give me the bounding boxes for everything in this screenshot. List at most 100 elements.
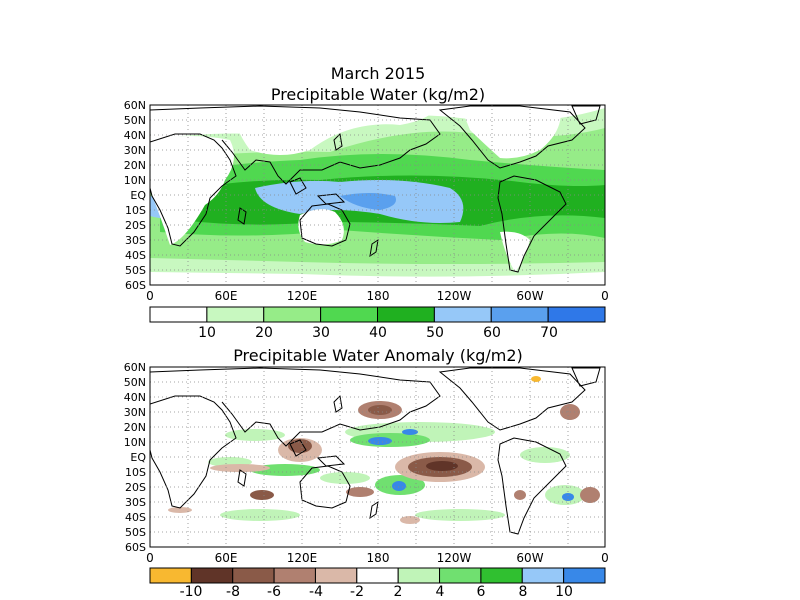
- top-coast-australia: [299, 203, 351, 247]
- bottom-lat-label: 50N: [124, 376, 146, 389]
- bottom-lat-label: 50S: [125, 526, 146, 539]
- bottom-coast-borneo: [289, 439, 307, 457]
- top-coastlines: [150, 105, 601, 273]
- bottom-coast-madagascar: [237, 469, 247, 487]
- bottom-lat-label: 60N: [124, 361, 146, 374]
- bottom-lat-axis: 60N 50N 40N 30N 20N 10N EQ 10S 20S 30S 4…: [124, 361, 147, 554]
- anomaly-positive: [368, 437, 392, 445]
- top-lon-label: 0: [146, 289, 154, 303]
- top-colorbar: 10 20 30 40 50 60 70: [149, 306, 606, 341]
- bottom-colorbar-label: 6: [477, 584, 486, 600]
- top-lon-label: 120W: [437, 289, 472, 303]
- bottom-lon-label: 60W: [516, 551, 543, 565]
- anomaly-positive: [402, 429, 418, 435]
- top-map: 60N 50N 40N 30N 20N 10N EQ 10S 20S 30S 4…: [124, 99, 609, 341]
- top-lon-label: 60W: [516, 289, 543, 303]
- bottom-colorbar: -10 -8 -6 -4 -2 2 4 6 8 10: [149, 567, 606, 600]
- bottom-lat-label: 60S: [125, 541, 146, 554]
- top-lat-label: 20N: [124, 159, 146, 172]
- top-coast-madagascar: [237, 207, 247, 225]
- bottom-colorbar-label: 2: [394, 584, 403, 600]
- anomaly-negative: [346, 487, 374, 497]
- top-dry-south-america: [500, 231, 530, 272]
- top-lon-label: 120E: [287, 289, 318, 303]
- bottom-colorbar-label: -8: [226, 584, 240, 600]
- bottom-coast-new-zealand: [369, 500, 379, 520]
- top-coast-japan: [333, 132, 343, 151]
- top-title-date: March 2015: [330, 64, 426, 83]
- top-lat-label: 60S: [125, 279, 146, 292]
- colorbar-swatch: [480, 567, 523, 584]
- top-lat-label: 50S: [125, 264, 146, 277]
- top-lat-label: 40S: [125, 249, 146, 262]
- bottom-colorbar-label: -2: [350, 584, 364, 600]
- bottom-lon-label: 60E: [215, 551, 238, 565]
- colorbar-swatch: [149, 567, 192, 584]
- bottom-coast-greenland: [571, 367, 601, 387]
- bottom-colorbar-label: -10: [180, 584, 203, 600]
- top-lon-axis: 0 60E 120E 180 120W 60W 0: [146, 289, 609, 303]
- colorbar-swatch: [273, 567, 316, 584]
- colorbar-swatch: [263, 306, 322, 323]
- top-coast-borneo: [289, 177, 307, 195]
- colorbar-swatch: [397, 567, 441, 584]
- bottom-colorbar-label: 10: [555, 584, 573, 600]
- top-lat-label: 30S: [125, 234, 146, 247]
- top-field-60-70: [340, 193, 396, 210]
- top-dry-australia: [298, 209, 344, 245]
- top-colorbar-label: 40: [369, 325, 387, 341]
- bottom-coast-eurasia: [150, 367, 441, 447]
- bottom-map-field: [150, 367, 605, 547]
- bottom-lat-label: 30N: [124, 406, 146, 419]
- anomaly-negative: [368, 405, 392, 415]
- top-lat-label: EQ: [130, 189, 146, 202]
- bottom-lon-label: 0: [601, 551, 609, 565]
- top-dry-north-america: [460, 105, 561, 159]
- top-lat-label: 30N: [124, 144, 146, 157]
- bottom-colorbar-label: -6: [267, 584, 281, 600]
- top-lon-label: 60E: [215, 289, 238, 303]
- anomaly-strong-dry: [531, 376, 541, 382]
- colorbar-swatch: [232, 567, 275, 584]
- bottom-lat-label: 40S: [125, 511, 146, 524]
- bottom-lat-label: 30S: [125, 496, 146, 509]
- anomaly-negative: [210, 464, 270, 472]
- top-lat-label: 50N: [124, 114, 146, 127]
- anomaly-negative: [168, 507, 192, 513]
- bottom-lon-axis: 0 60E 120E 180 120W 60W 0: [146, 551, 609, 565]
- anomaly-negative: [400, 516, 420, 524]
- top-lat-label: 60N: [124, 99, 146, 112]
- bottom-lon-label: 120E: [287, 551, 318, 565]
- top-title-variable: Precipitable Water (kg/m2): [270, 85, 486, 104]
- top-coast-north-america: [438, 105, 586, 169]
- bottom-coast-australia: [299, 465, 351, 509]
- anomaly-positive: [225, 429, 285, 441]
- colorbar-swatch: [521, 567, 565, 584]
- anomaly-positive: [220, 509, 300, 521]
- anomaly-positive: [392, 481, 406, 491]
- bottom-coast-africa: [150, 395, 237, 509]
- bottom-colorbar-label: 4: [436, 584, 445, 600]
- bottom-lat-label: 10S: [125, 466, 146, 479]
- top-dry-asia: [230, 105, 440, 155]
- bottom-colorbar-label: 8: [519, 584, 528, 600]
- top-map-frame: [149, 104, 606, 286]
- colorbar-swatch: [433, 306, 492, 323]
- top-coast-eurasia: [150, 105, 441, 185]
- anomaly-negative: [426, 461, 458, 471]
- bottom-lat-label: 40N: [124, 391, 146, 404]
- colorbar-swatch: [190, 567, 234, 584]
- anomaly-negative: [514, 490, 526, 500]
- bottom-lat-label: EQ: [130, 451, 146, 464]
- top-coast-new-zealand: [369, 238, 379, 258]
- top-colorbar-label: 10: [198, 325, 216, 341]
- top-lat-label: 10S: [125, 204, 146, 217]
- anomaly-negative: [580, 487, 600, 503]
- bottom-lat-label: 20N: [124, 421, 146, 434]
- top-coast-south-america: [497, 175, 567, 273]
- top-lat-label: 20S: [125, 219, 146, 232]
- bottom-lat-label: 20S: [125, 481, 146, 494]
- colorbar-swatch: [206, 306, 265, 323]
- top-colorbar-label: 30: [312, 325, 330, 341]
- colorbar-swatch: [320, 306, 379, 323]
